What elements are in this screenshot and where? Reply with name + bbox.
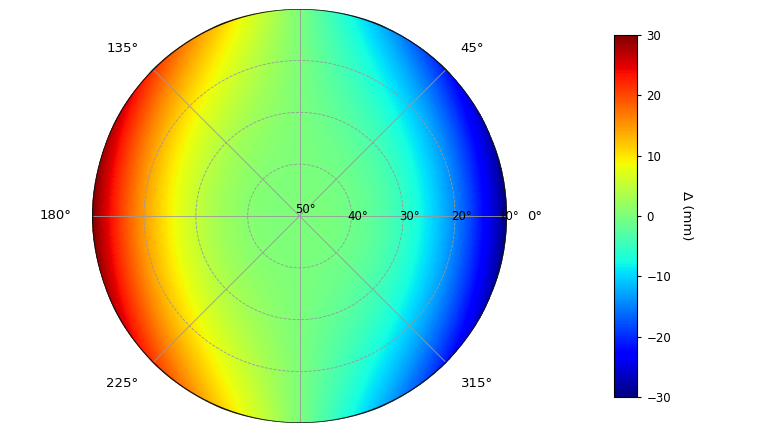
Text: 20°: 20° bbox=[451, 210, 472, 222]
Text: 135°: 135° bbox=[106, 42, 138, 55]
Text: 50°: 50° bbox=[296, 203, 316, 216]
Text: 180°: 180° bbox=[39, 210, 71, 222]
Text: 315°: 315° bbox=[461, 377, 493, 390]
Y-axis label: Δ (mm): Δ (mm) bbox=[680, 191, 694, 241]
Text: 10°: 10° bbox=[498, 210, 519, 222]
Text: 0°: 0° bbox=[528, 210, 543, 222]
Text: 30°: 30° bbox=[399, 210, 419, 222]
Text: 40°: 40° bbox=[347, 210, 368, 222]
Text: 45°: 45° bbox=[461, 42, 485, 55]
Text: 225°: 225° bbox=[106, 377, 138, 390]
